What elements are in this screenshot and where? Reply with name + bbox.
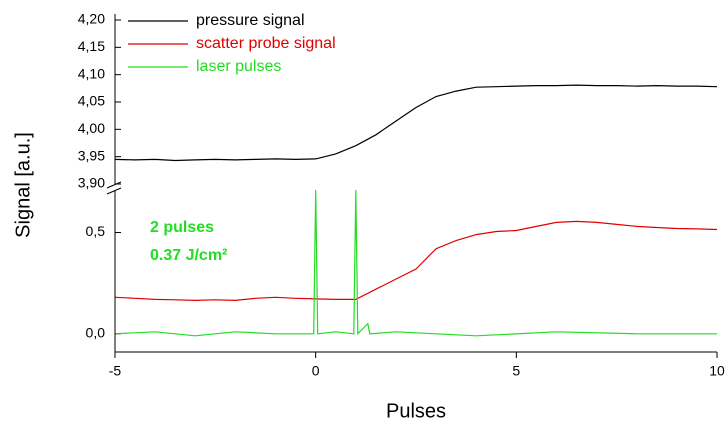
x-tick-label: -5 <box>109 363 122 379</box>
annotation: 0.37 J/cm² <box>150 247 227 264</box>
annotation: 2 pulses <box>150 219 214 236</box>
y-tick-label: 4,10 <box>78 65 105 81</box>
y-tick-label: 4,15 <box>78 38 105 54</box>
x-tick-label: 10 <box>709 363 725 379</box>
series-line <box>114 220 718 302</box>
axis-break <box>106 181 122 189</box>
y-tick-label: 0,0 <box>86 324 106 340</box>
y-tick-label: 4,00 <box>78 120 105 136</box>
y-tick-label: 3,90 <box>78 175 105 191</box>
y-tick-label: 3,95 <box>78 147 105 163</box>
x-tick-label: 0 <box>312 363 320 379</box>
axis-break <box>106 187 122 195</box>
series-line <box>114 84 718 162</box>
legend-label: scatter probe signal <box>196 35 336 52</box>
x-axis-label: Pulses <box>386 400 446 422</box>
y-axis-label: Signal [a.u.] <box>12 132 34 238</box>
x-tick-label: 5 <box>512 363 520 379</box>
y-tick-label: 4,20 <box>78 11 105 27</box>
y-tick-label: 4,05 <box>78 93 105 109</box>
y-tick-label: 0,5 <box>86 223 106 239</box>
series-line <box>114 189 717 337</box>
legend-label: pressure signal <box>196 12 305 29</box>
legend-label: laser pulses <box>196 58 281 75</box>
